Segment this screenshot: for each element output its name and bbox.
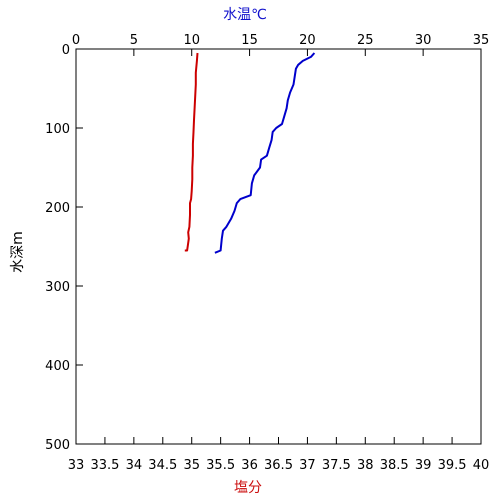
bottom-axis-tick-label: 35.5 xyxy=(206,458,235,473)
depth-axis-tick-label: 200 xyxy=(45,201,70,216)
top-axis-tick-label: 10 xyxy=(183,33,200,48)
bottom-axis-tick-label: 37.5 xyxy=(322,458,351,473)
bottom-axis-tick-label: 36.5 xyxy=(264,458,293,473)
salinity-profile-line xyxy=(184,52,199,252)
bottom-axis-tick-label: 33.5 xyxy=(90,458,119,473)
bottom-axis-tick-label: 35 xyxy=(183,458,200,473)
bottom-axis-title: 塩分 xyxy=(234,480,262,496)
bottom-axis-tick-label: 33 xyxy=(68,458,85,473)
depth-axis-tick-label: 0 xyxy=(62,43,70,58)
top-axis-tick-label: 30 xyxy=(415,33,432,48)
bottom-axis-tick-label: 36 xyxy=(241,458,258,473)
temperature-profile-line xyxy=(214,52,316,254)
top-axis-tick-label: 15 xyxy=(241,33,258,48)
bottom-axis-tick-label: 40 xyxy=(473,458,490,473)
bottom-axis-tick-label: 37 xyxy=(299,458,316,473)
depth-axis-tick-label: 100 xyxy=(45,122,70,137)
top-axis-tick-label: 25 xyxy=(357,33,374,48)
bottom-axis-tick-label: 38.5 xyxy=(380,458,409,473)
top-axis-tick-label: 5 xyxy=(130,33,138,48)
left-axis-title: 水深m xyxy=(10,231,26,273)
top-axis-title: 水温℃ xyxy=(223,7,267,23)
plot-frame xyxy=(75,48,482,445)
bottom-axis-tick-label: 39 xyxy=(415,458,432,473)
top-axis-tick-label: 20 xyxy=(299,33,316,48)
bottom-axis-tick-label: 34 xyxy=(126,458,143,473)
bottom-axis-tick-label: 34.5 xyxy=(148,458,177,473)
depth-axis-tick-label: 500 xyxy=(45,438,70,453)
depth-axis-tick-label: 400 xyxy=(45,359,70,374)
bottom-axis-tick-label: 38 xyxy=(357,458,374,473)
bottom-axis-tick-label: 39.5 xyxy=(438,458,467,473)
top-axis-tick-label: 0 xyxy=(72,33,80,48)
depth-axis-tick-label: 300 xyxy=(45,280,70,295)
top-axis-tick-label: 35 xyxy=(473,33,490,48)
